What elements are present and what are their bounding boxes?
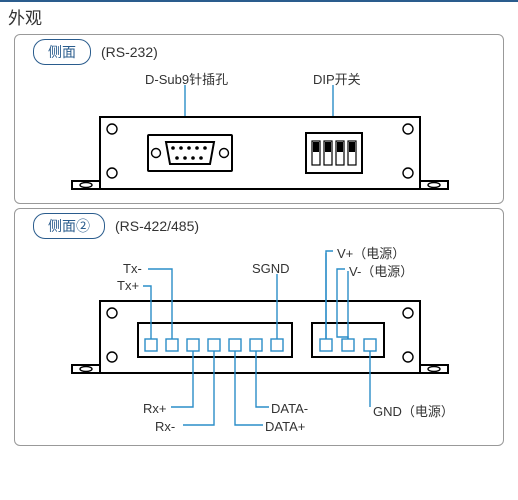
page-title: 外观 [0,0,518,30]
panel-rs232: 侧面 (RS-232) D-Sub9针插孔 DIP开关 [14,34,504,204]
dsub9-port [148,135,232,171]
device-rs232-svg [15,35,505,205]
terminal-block-7 [138,323,292,357]
dip-switch [306,133,362,173]
panel-rs422: 侧面② (RS-422/485) Tx- Tx+ SGND V+（电源） V-（… [14,208,504,446]
device-rs422-svg [15,209,505,447]
